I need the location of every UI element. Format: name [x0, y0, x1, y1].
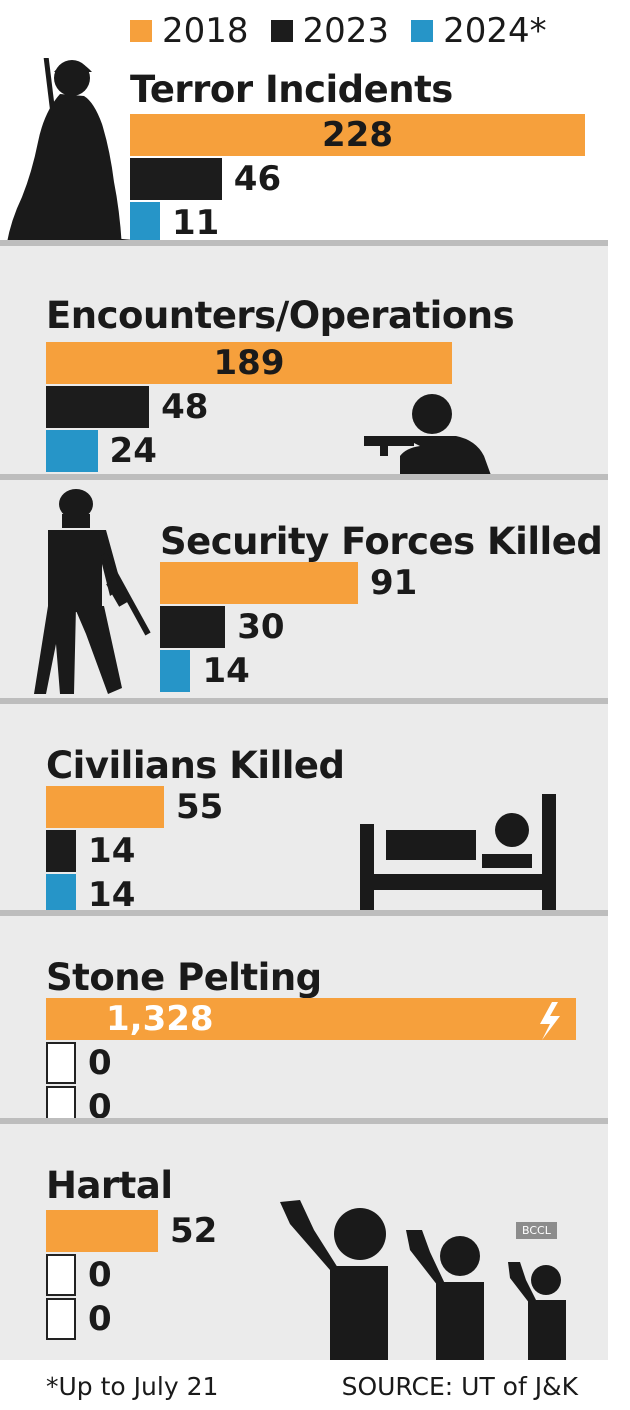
person-in-bed-icon	[360, 794, 556, 914]
panel-civilians-killed: Civilians Killed 55 14 14	[0, 704, 608, 914]
value-label-2023: 14	[88, 831, 136, 871]
bar-2024	[46, 874, 77, 914]
bar-2018	[46, 998, 576, 1040]
separator	[0, 474, 608, 480]
bar-2024	[46, 1298, 76, 1340]
panel-stone-pelting: Stone Pelting 1,328 0 0	[0, 916, 608, 1122]
separator	[0, 1118, 608, 1124]
legend-label-2023: 2023	[302, 11, 390, 51]
value-label-2018: 228	[322, 115, 393, 155]
legend: 2018 2023 2024*	[130, 8, 547, 54]
legend-swatch-2024	[411, 20, 434, 42]
value-label-2023: 0	[88, 1043, 112, 1083]
bar-2023	[46, 1254, 76, 1296]
bar-2018	[130, 114, 585, 156]
bar-2018	[160, 562, 358, 604]
value-label-2024: 14	[202, 651, 250, 691]
value-label-2018: 55	[176, 787, 224, 827]
photo-credit: BCCL	[516, 1222, 557, 1239]
bar-2023	[160, 606, 226, 648]
value-label-2018: 1,328	[106, 999, 214, 1039]
value-label-2023: 0	[88, 1255, 112, 1295]
legend-label-2024: 2024*	[443, 11, 547, 51]
panel-title: Encounters/Operations	[46, 294, 515, 337]
lightning-icon	[534, 1000, 564, 1046]
bar-2023	[130, 158, 222, 200]
legend-label-2018: 2018	[162, 11, 249, 51]
panel-title: Civilians Killed	[46, 744, 345, 787]
panel-hartal: Hartal 52 0 0	[0, 1124, 608, 1360]
bar-2018	[46, 342, 452, 384]
value-label-2024: 0	[88, 1299, 112, 1339]
bar-2023	[46, 386, 150, 428]
footnote: *Up to July 21	[46, 1372, 219, 1401]
panel-title: Terror Incidents	[130, 68, 453, 111]
separator	[0, 698, 608, 704]
bar-2024	[130, 202, 160, 244]
soldier-icon	[26, 484, 156, 700]
separator	[0, 910, 608, 916]
panel-encounters-operations: Encounters/Operations 189 48 24	[0, 246, 608, 476]
panel-title: Security Forces Killed	[160, 520, 603, 563]
protesters-icon	[270, 1194, 580, 1360]
panel-title: Stone Pelting	[46, 956, 322, 999]
panel-security-forces-killed: Security Forces Killed 91 30 14	[0, 480, 608, 700]
panel-title: Hartal	[46, 1164, 173, 1207]
bar-2018	[46, 786, 164, 828]
value-label-2023: 30	[237, 607, 285, 647]
value-label-2018: 52	[170, 1211, 218, 1251]
value-label-2024: 0	[88, 1087, 112, 1122]
bar-2018	[46, 1210, 158, 1252]
legend-item-2023: 2023	[270, 11, 390, 51]
bar-2024	[46, 1086, 76, 1122]
bar-2023	[46, 830, 77, 872]
value-label-2018: 91	[370, 563, 418, 603]
bar-2024	[46, 430, 98, 472]
value-label-2024: 14	[88, 875, 136, 914]
legend-item-2024: 2024*	[411, 11, 547, 51]
source-note: SOURCE: UT of J&K	[341, 1372, 578, 1401]
panel-terror-incidents: Terror Incidents 228 46 11	[0, 58, 608, 244]
legend-swatch-2023	[270, 20, 293, 42]
legend-item-2018: 2018	[130, 11, 249, 51]
bar-2024	[160, 650, 191, 692]
value-label-2023: 46	[233, 159, 282, 199]
gunman-aiming-icon	[360, 386, 500, 476]
separator	[0, 240, 608, 246]
value-label-2024: 11	[172, 203, 220, 243]
bar-2023	[46, 1042, 76, 1084]
value-label-2023: 48	[161, 387, 209, 427]
value-label-2024: 24	[109, 431, 157, 471]
value-label-2018: 189	[213, 343, 285, 383]
legend-swatch-2018	[130, 20, 152, 42]
